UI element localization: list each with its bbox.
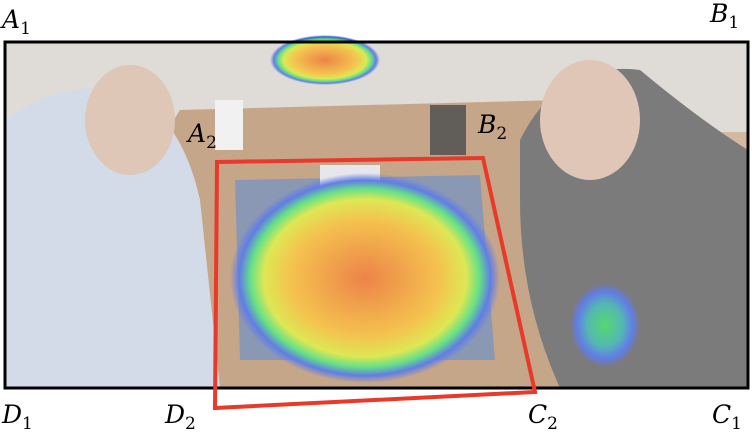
corner-label: B2 (477, 110, 507, 144)
corner-label: D2 (164, 400, 196, 434)
corner-label: A1 (0, 5, 31, 39)
photo (5, 35, 748, 388)
corner-label: C1 (712, 400, 742, 434)
outer-frame (3, 40, 750, 390)
inner-quad (212, 155, 538, 411)
corner-label: D1 (1, 400, 33, 434)
corner-label: B1 (709, 0, 739, 33)
corner-label: C2 (528, 400, 558, 434)
corner-label: A2 (186, 119, 217, 153)
